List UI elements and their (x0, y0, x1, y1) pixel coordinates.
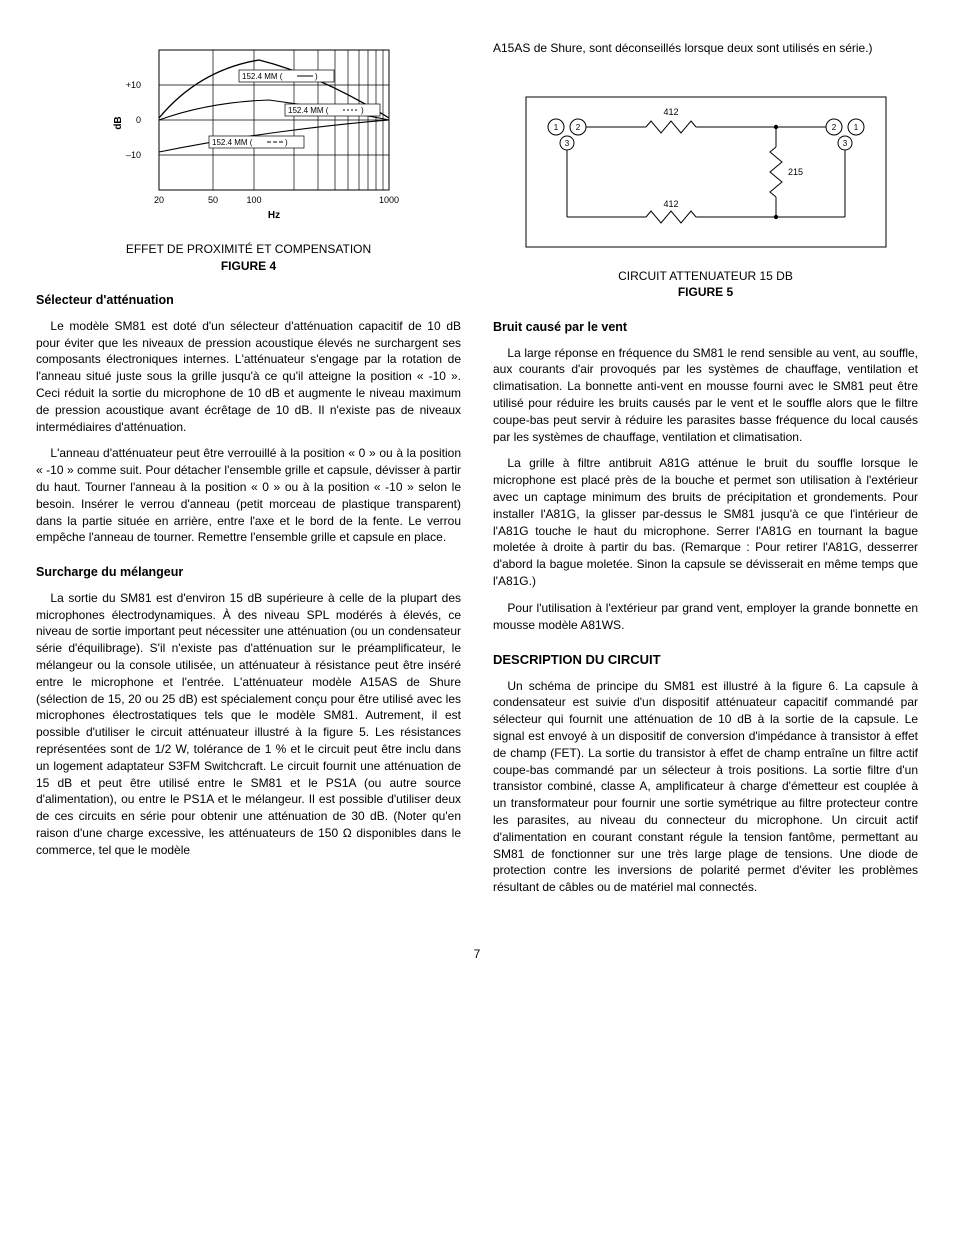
svg-text:152.4 MM (: 152.4 MM ( (288, 106, 329, 115)
svg-text:3: 3 (564, 139, 569, 148)
r-right-label: 215 (788, 167, 803, 177)
para-bruit-2: La grille à filtre antibruit A81G atténu… (493, 455, 918, 589)
svg-text:2: 2 (831, 123, 836, 132)
fig5-number: FIGURE 5 (678, 285, 733, 299)
heading-bruit: Bruit causé par le vent (493, 319, 918, 337)
figure-5-caption: CIRCUIT ATTENUATEUR 15 DB FIGURE 5 (493, 268, 918, 302)
svg-text:20: 20 (153, 195, 163, 205)
page-number: 7 (36, 946, 918, 963)
para-att-1: Le modèle SM81 est doté d'un sélecteur d… (36, 318, 461, 436)
para-surcharge-1: La sortie du SM81 est d'environ 15 dB su… (36, 590, 461, 859)
fig4-number: FIGURE 4 (221, 259, 276, 273)
svg-text:3: 3 (842, 139, 847, 148)
svg-text:): ) (285, 138, 288, 147)
svg-text:1: 1 (553, 123, 558, 132)
para-desc-1: Un schéma de principe du SM81 est illust… (493, 678, 918, 896)
heading-attenuation: Sélecteur d'atténuation (36, 292, 461, 310)
ytick-0: 0 (135, 115, 140, 125)
svg-text:): ) (315, 72, 318, 81)
svg-text:1000: 1000 (378, 195, 398, 205)
figure-4-caption: EFFET DE PROXIMITÉ ET COMPENSATION FIGUR… (36, 241, 461, 275)
svg-text:152.4 MM (: 152.4 MM ( (212, 138, 253, 147)
svg-text:152.4 MM (: 152.4 MM ( (242, 72, 283, 81)
fig4-title: EFFET DE PROXIMITÉ ET COMPENSATION (126, 242, 371, 256)
para-top-continuation: A15AS de Shure, sont déconseillés lorsqu… (493, 40, 918, 57)
para-bruit-1: La large réponse en fréquence du SM81 le… (493, 345, 918, 446)
ytick-minus10: –10 (125, 150, 140, 160)
x-axis-label: Hz (267, 210, 279, 221)
svg-text:2: 2 (575, 123, 580, 132)
svg-text:100: 100 (246, 195, 261, 205)
fig5-title: CIRCUIT ATTENUATEUR 15 DB (618, 269, 793, 283)
figure-5-schematic: 1 2 3 1 2 3 412 (493, 87, 918, 262)
para-bruit-3: Pour l'utilisation à l'extérieur par gra… (493, 600, 918, 634)
svg-text:1: 1 (853, 123, 858, 132)
ytick-plus10: +10 (125, 80, 140, 90)
svg-text:50: 50 (207, 195, 217, 205)
heading-surcharge: Surcharge du mélangeur (36, 564, 461, 582)
para-att-2: L'anneau d'atténuateur peut être verroui… (36, 445, 461, 546)
r-bottom-label: 412 (663, 199, 678, 209)
r-top-label: 412 (663, 107, 678, 117)
figure-4-chart: 152.4 MM ( ) 152.4 MM ( ) 152.4 MM ( ) +… (36, 40, 461, 235)
heading-description: DESCRIPTION DU CIRCUIT (493, 651, 918, 669)
y-axis-label: dB (113, 116, 124, 129)
svg-text:): ) (361, 106, 364, 115)
